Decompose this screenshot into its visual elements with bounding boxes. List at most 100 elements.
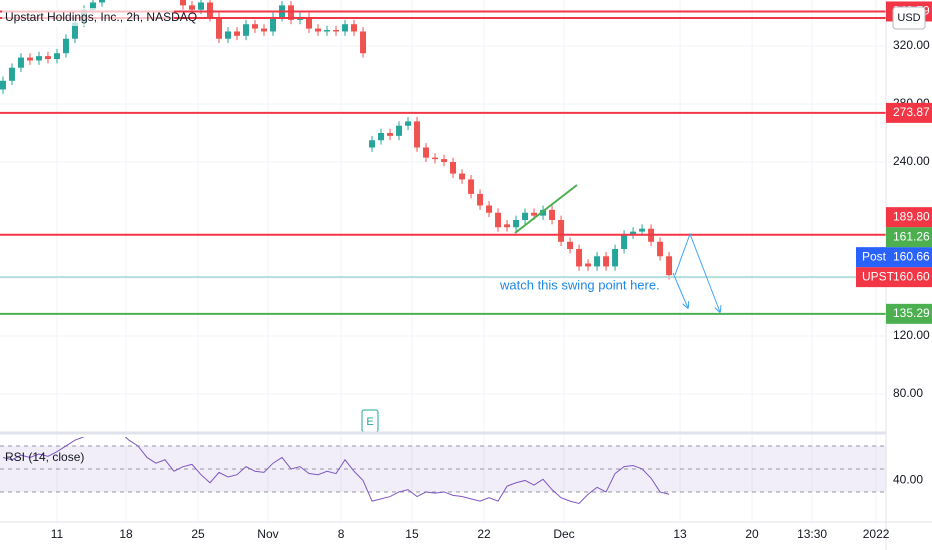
- x-tick-label: 8: [338, 527, 345, 541]
- candle-body: [540, 209, 547, 216]
- x-tick-label: 22: [477, 527, 491, 541]
- price-label-box: [886, 227, 932, 248]
- trend-line: [514, 184, 578, 234]
- x-tick-label: 18: [119, 527, 133, 541]
- chart-title: Upstart Holdings, Inc., 2h, NASDAQ: [5, 10, 197, 24]
- candle-body: [261, 28, 268, 32]
- candle-body: [657, 241, 664, 257]
- candle-body: [531, 212, 538, 216]
- candle-body: [414, 121, 421, 148]
- x-tick-label: 25: [191, 527, 205, 541]
- arrow: [674, 232, 720, 312]
- price-label-box: [856, 267, 932, 288]
- candle-body: [342, 24, 349, 32]
- x-tick-label: 15: [405, 527, 419, 541]
- price-label: 160.60: [893, 269, 930, 283]
- price-label: 189.80: [893, 209, 930, 223]
- candle-body: [594, 256, 601, 267]
- y-tick-label: 80.00: [893, 386, 923, 400]
- candle-body: [44, 56, 51, 60]
- candle-body: [666, 256, 673, 276]
- price-label-name: UPST: [862, 269, 895, 283]
- candle-body: [630, 231, 637, 235]
- x-tick-label: 13: [673, 527, 687, 541]
- rsi-line: [2, 437, 670, 505]
- candle-body: [35, 56, 42, 61]
- y-tick-label: 120.00: [893, 328, 930, 342]
- candle-body: [71, 22, 78, 39]
- candle-body: [603, 256, 610, 267]
- candle-body: [477, 193, 484, 206]
- candle-body: [98, 0, 105, 3]
- y-tick-label: 320.00: [893, 38, 930, 52]
- price-label: 273.87: [893, 105, 930, 119]
- x-tick-label: Dec: [553, 527, 574, 541]
- candle-body: [306, 16, 313, 29]
- x-tick-label: Nov: [257, 527, 278, 541]
- annotation: watch this swing point here.: [499, 277, 660, 292]
- candle-body: [423, 147, 430, 158]
- candle-body: [225, 31, 232, 39]
- candle-body: [621, 234, 628, 250]
- candle-body: [188, 5, 195, 10]
- currency-button[interactable]: [892, 6, 926, 30]
- candle-body: [324, 30, 331, 32]
- candle-body: [369, 140, 376, 148]
- candle-body: [360, 31, 367, 54]
- candle-body: [216, 16, 223, 39]
- event-icon-label: E: [366, 416, 373, 428]
- candle-body: [405, 121, 412, 126]
- candle-body: [197, 2, 204, 10]
- price-label: 135.29: [893, 306, 930, 320]
- candle-body: [89, 2, 96, 10]
- candle-body: [207, 2, 214, 17]
- candle-body: [459, 173, 466, 180]
- title-bg: [2, 8, 174, 26]
- candle-body: [243, 24, 250, 36]
- candle-body: [62, 38, 69, 54]
- price-label-box: [886, 102, 932, 123]
- candle-body: [639, 228, 646, 232]
- candle-body: [234, 31, 241, 36]
- price-label: 161.26: [893, 229, 930, 243]
- candle-body: [26, 57, 33, 61]
- candle-body: [8, 67, 15, 81]
- price-label-box: [886, 303, 932, 324]
- candle-body: [270, 16, 277, 32]
- candle-body: [252, 24, 259, 29]
- candle-body: [585, 263, 592, 267]
- candle-body: [468, 179, 475, 194]
- price-label-box: [856, 247, 932, 268]
- x-tick-label: 13:30: [797, 527, 827, 541]
- x-tick-label: 2022: [863, 527, 890, 541]
- price-label-box: [886, 207, 932, 228]
- candle-body: [315, 28, 322, 32]
- arrow: [672, 272, 688, 308]
- x-tick-label: 20: [745, 527, 759, 541]
- candle-body: [486, 205, 493, 213]
- candle-body: [549, 209, 556, 221]
- candle-body: [612, 249, 619, 267]
- candle-body: [495, 212, 502, 228]
- candle-body: [450, 161, 457, 174]
- candle-body: [53, 53, 60, 60]
- candle-body: [387, 132, 394, 136]
- candle-body: [504, 224, 511, 228]
- candle-body: [17, 57, 24, 68]
- currency: USD: [897, 12, 920, 24]
- candle-body: [441, 159, 448, 162]
- candle-body: [333, 30, 340, 32]
- candle-body: [522, 212, 529, 221]
- price-label: 160.66: [893, 249, 930, 263]
- y-tick-label: 240.00: [893, 154, 930, 168]
- candle-body: [378, 132, 385, 141]
- rsi-label: RSI (14, close): [5, 450, 84, 464]
- candle-body: [567, 241, 574, 250]
- candle-body: [0, 80, 6, 90]
- candle-body: [558, 220, 565, 242]
- candle-body: [288, 5, 295, 20]
- candle-body: [432, 157, 439, 160]
- candle-body: [351, 24, 358, 32]
